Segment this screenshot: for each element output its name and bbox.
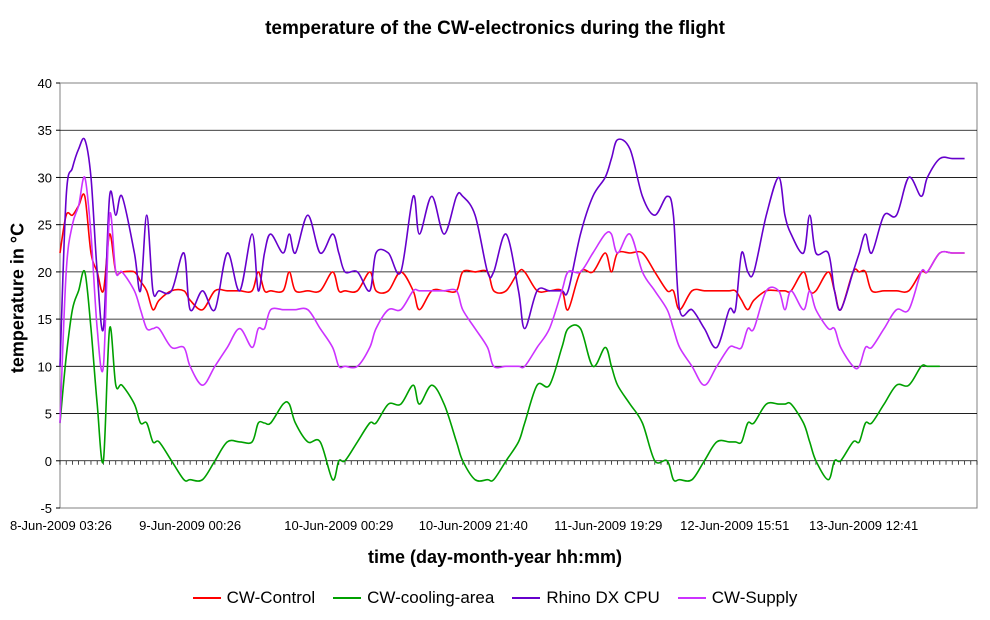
legend-item-rhino-dx-cpu: Rhino DX CPU <box>512 588 660 608</box>
legend-label-cw-supply: CW-Supply <box>711 588 798 607</box>
y-tick-label-7: 30 <box>38 170 52 185</box>
x-tick-label-3: 10-Jun-2009 21:40 <box>419 518 528 533</box>
legend-swatch-cw-cooling-area <box>333 597 362 599</box>
y-tick-label-3: 10 <box>38 359 52 374</box>
legend-swatch-cw-supply <box>677 597 706 599</box>
y-tick-label-5: 20 <box>38 265 52 280</box>
legend-label-cw-cooling-area: CW-cooling-area <box>367 588 495 607</box>
legend-swatch-rhino-dx-cpu <box>512 597 541 599</box>
y-tick-label-8: 35 <box>38 123 52 138</box>
series-line-cw-supply <box>59 176 965 424</box>
x-tick-label-4: 11-Jun-2009 19:29 <box>554 518 662 533</box>
x-tick-label-5: 12-Jun-2009 15:51 <box>680 518 789 533</box>
y-axis: -5 0 5 10 15 20 25 30 35 40 <box>38 76 60 516</box>
legend-item-cw-supply: CW-Supply <box>677 588 798 608</box>
y-axis-label: temperature in °C <box>7 222 28 374</box>
series-lines <box>59 137 965 482</box>
x-axis-label: time (day-month-year hh:mm) <box>367 547 623 567</box>
x-tick-label-2: 10-Jun-2009 00:29 <box>284 518 393 533</box>
series-line-rhino-dx-cpu <box>59 137 965 367</box>
y-tick-label-1: 0 <box>45 454 52 469</box>
line-chart: -5 0 5 10 15 20 25 30 35 40 8-Jun-2009 03:26 9-Jun… <box>10 76 978 533</box>
y-tick-label-6: 25 <box>38 218 52 233</box>
legend-label-rhino-dx-cpu: Rhino DX CPU <box>546 588 660 607</box>
series-line-cw-cooling-area <box>59 269 940 482</box>
legend-label-cw-control: CW-Control <box>226 588 316 607</box>
x-tick-label-1: 9-Jun-2009 00:26 <box>139 518 241 533</box>
x-tick-label-6: 13-Jun-2009 12:41 <box>809 518 918 533</box>
legend-swatch-cw-control <box>192 597 221 599</box>
legend-item-cw-cooling-area: CW-cooling-area <box>333 588 494 608</box>
y-tick-label-9: 40 <box>38 76 52 91</box>
legend: CW-Control CW-cooling-area Rhino DX CPU CW-… <box>0 588 990 608</box>
y-tick-label-0: -5 <box>40 501 52 516</box>
y-tick-label-4: 15 <box>38 312 52 327</box>
x-tick-label-0: 8-Jun-2009 03:26 <box>10 518 112 533</box>
x-axis: 8-Jun-2009 03:26 9-Jun-2009 00:26 10-Jun-2… <box>10 460 978 533</box>
chart-title: temperature of the CW-electronics during… <box>265 18 725 39</box>
y-tick-label-2: 5 <box>45 407 52 422</box>
legend-item-cw-control: CW-Control <box>192 588 316 608</box>
